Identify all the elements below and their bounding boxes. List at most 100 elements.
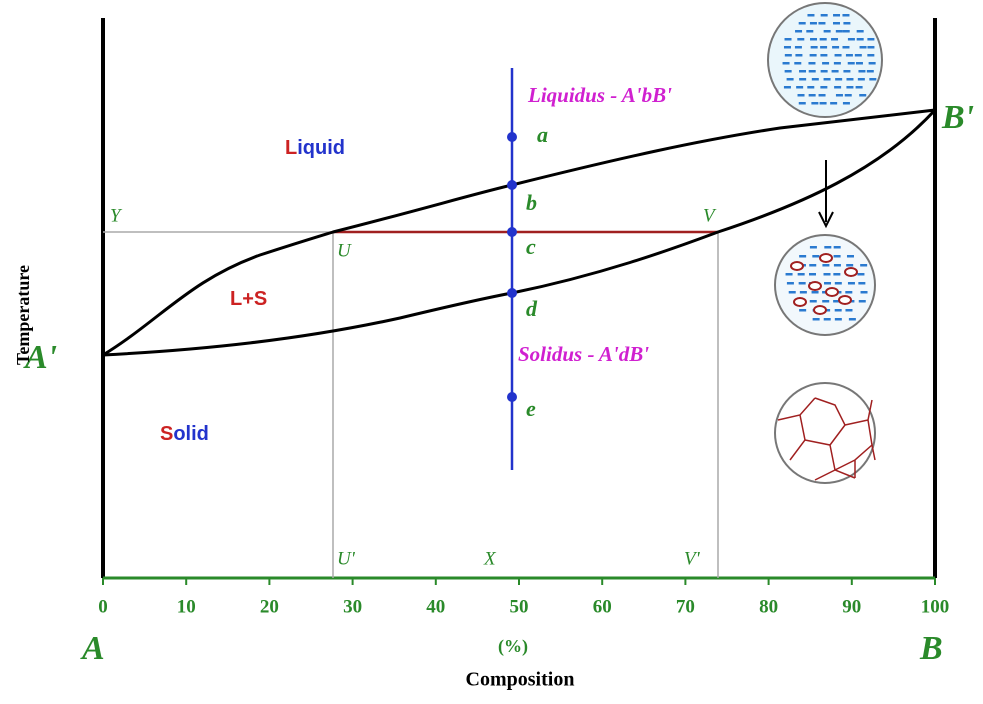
crystal: [809, 282, 821, 290]
crystal: [814, 306, 826, 314]
dash: [834, 86, 841, 89]
dash: [822, 62, 829, 65]
axis-end: B: [919, 630, 943, 667]
dash: [858, 70, 865, 73]
crystal: [845, 268, 857, 276]
dash: [824, 318, 831, 321]
dash: [834, 264, 841, 267]
dash: [810, 38, 817, 41]
dash: [798, 94, 805, 97]
axis-unit: (%): [498, 636, 528, 657]
region-label: L+S: [230, 288, 267, 311]
dash: [822, 264, 829, 267]
dash: [812, 255, 819, 258]
dash: [795, 54, 802, 57]
dash: [834, 246, 841, 249]
dash: [859, 94, 866, 97]
point-label: d: [526, 296, 538, 321]
dash: [846, 86, 853, 89]
dash: [867, 54, 874, 57]
tick-label: 30: [343, 596, 362, 617]
dash: [831, 38, 838, 41]
tick-label: 90: [842, 596, 861, 617]
dash: [835, 78, 842, 81]
dash: [810, 22, 817, 25]
point: [507, 227, 517, 237]
point: [507, 132, 517, 142]
point-label: c: [526, 234, 536, 259]
dash: [856, 62, 863, 65]
dash: [809, 94, 816, 97]
point-label: B': [941, 99, 974, 136]
dash: [820, 46, 827, 49]
dash: [849, 318, 856, 321]
dash: [799, 255, 806, 258]
phase-diagram: a b c d e Liquidus - A'bB' Solidus - A'd…: [0, 0, 983, 704]
dash: [824, 282, 831, 285]
tick-label: 0: [98, 596, 108, 617]
dash: [832, 46, 839, 49]
dash: [843, 30, 850, 33]
dash: [830, 102, 837, 105]
dash: [824, 30, 831, 33]
dash: [812, 78, 819, 81]
point: [507, 288, 517, 298]
dash: [867, 46, 874, 49]
dash: [810, 246, 817, 249]
dash: [798, 273, 805, 276]
crystal: [839, 296, 851, 304]
point: [507, 180, 517, 190]
dash: [834, 255, 841, 258]
dash: [835, 318, 842, 321]
dash: [785, 54, 792, 57]
dash: [842, 46, 849, 49]
lever-label: U': [337, 548, 356, 569]
dash: [794, 62, 801, 65]
dash: [799, 22, 806, 25]
dash: [799, 309, 806, 312]
dash: [846, 54, 853, 57]
dash: [795, 30, 802, 33]
lever-label: V': [684, 548, 701, 569]
crystal: [794, 298, 806, 306]
liquid-microstructure: [768, 3, 882, 117]
dash: [820, 86, 827, 89]
dash: [843, 102, 850, 105]
dash: [835, 309, 842, 312]
axis-title: Composition: [466, 669, 575, 691]
dash: [813, 318, 820, 321]
dash: [836, 94, 843, 97]
dash: [799, 102, 806, 105]
dash: [845, 291, 852, 294]
dash: [835, 282, 842, 285]
dash: [857, 38, 864, 41]
dash: [848, 62, 855, 65]
dash: [789, 291, 796, 294]
dash: [833, 22, 840, 25]
dash: [858, 282, 865, 285]
dash: [786, 273, 793, 276]
lever-label: U: [337, 240, 352, 261]
dash: [848, 38, 855, 41]
dash: [783, 62, 790, 65]
dash: [845, 309, 852, 312]
point: [507, 392, 517, 402]
dash: [785, 38, 792, 41]
dash: [809, 273, 816, 276]
dash: [842, 14, 849, 17]
dash: [867, 70, 874, 73]
dash: [800, 291, 807, 294]
crystal: [820, 254, 832, 262]
y-axis-title: Temperature: [13, 265, 33, 365]
dash: [847, 255, 854, 258]
dash: [834, 62, 841, 65]
dash: [811, 102, 818, 105]
dash: [869, 62, 876, 65]
point-label: e: [526, 396, 536, 421]
dash: [821, 70, 828, 73]
dash: [811, 46, 818, 49]
dash: [806, 30, 813, 33]
dash: [797, 38, 804, 41]
lever-label: V: [703, 205, 717, 226]
dash: [848, 282, 855, 285]
